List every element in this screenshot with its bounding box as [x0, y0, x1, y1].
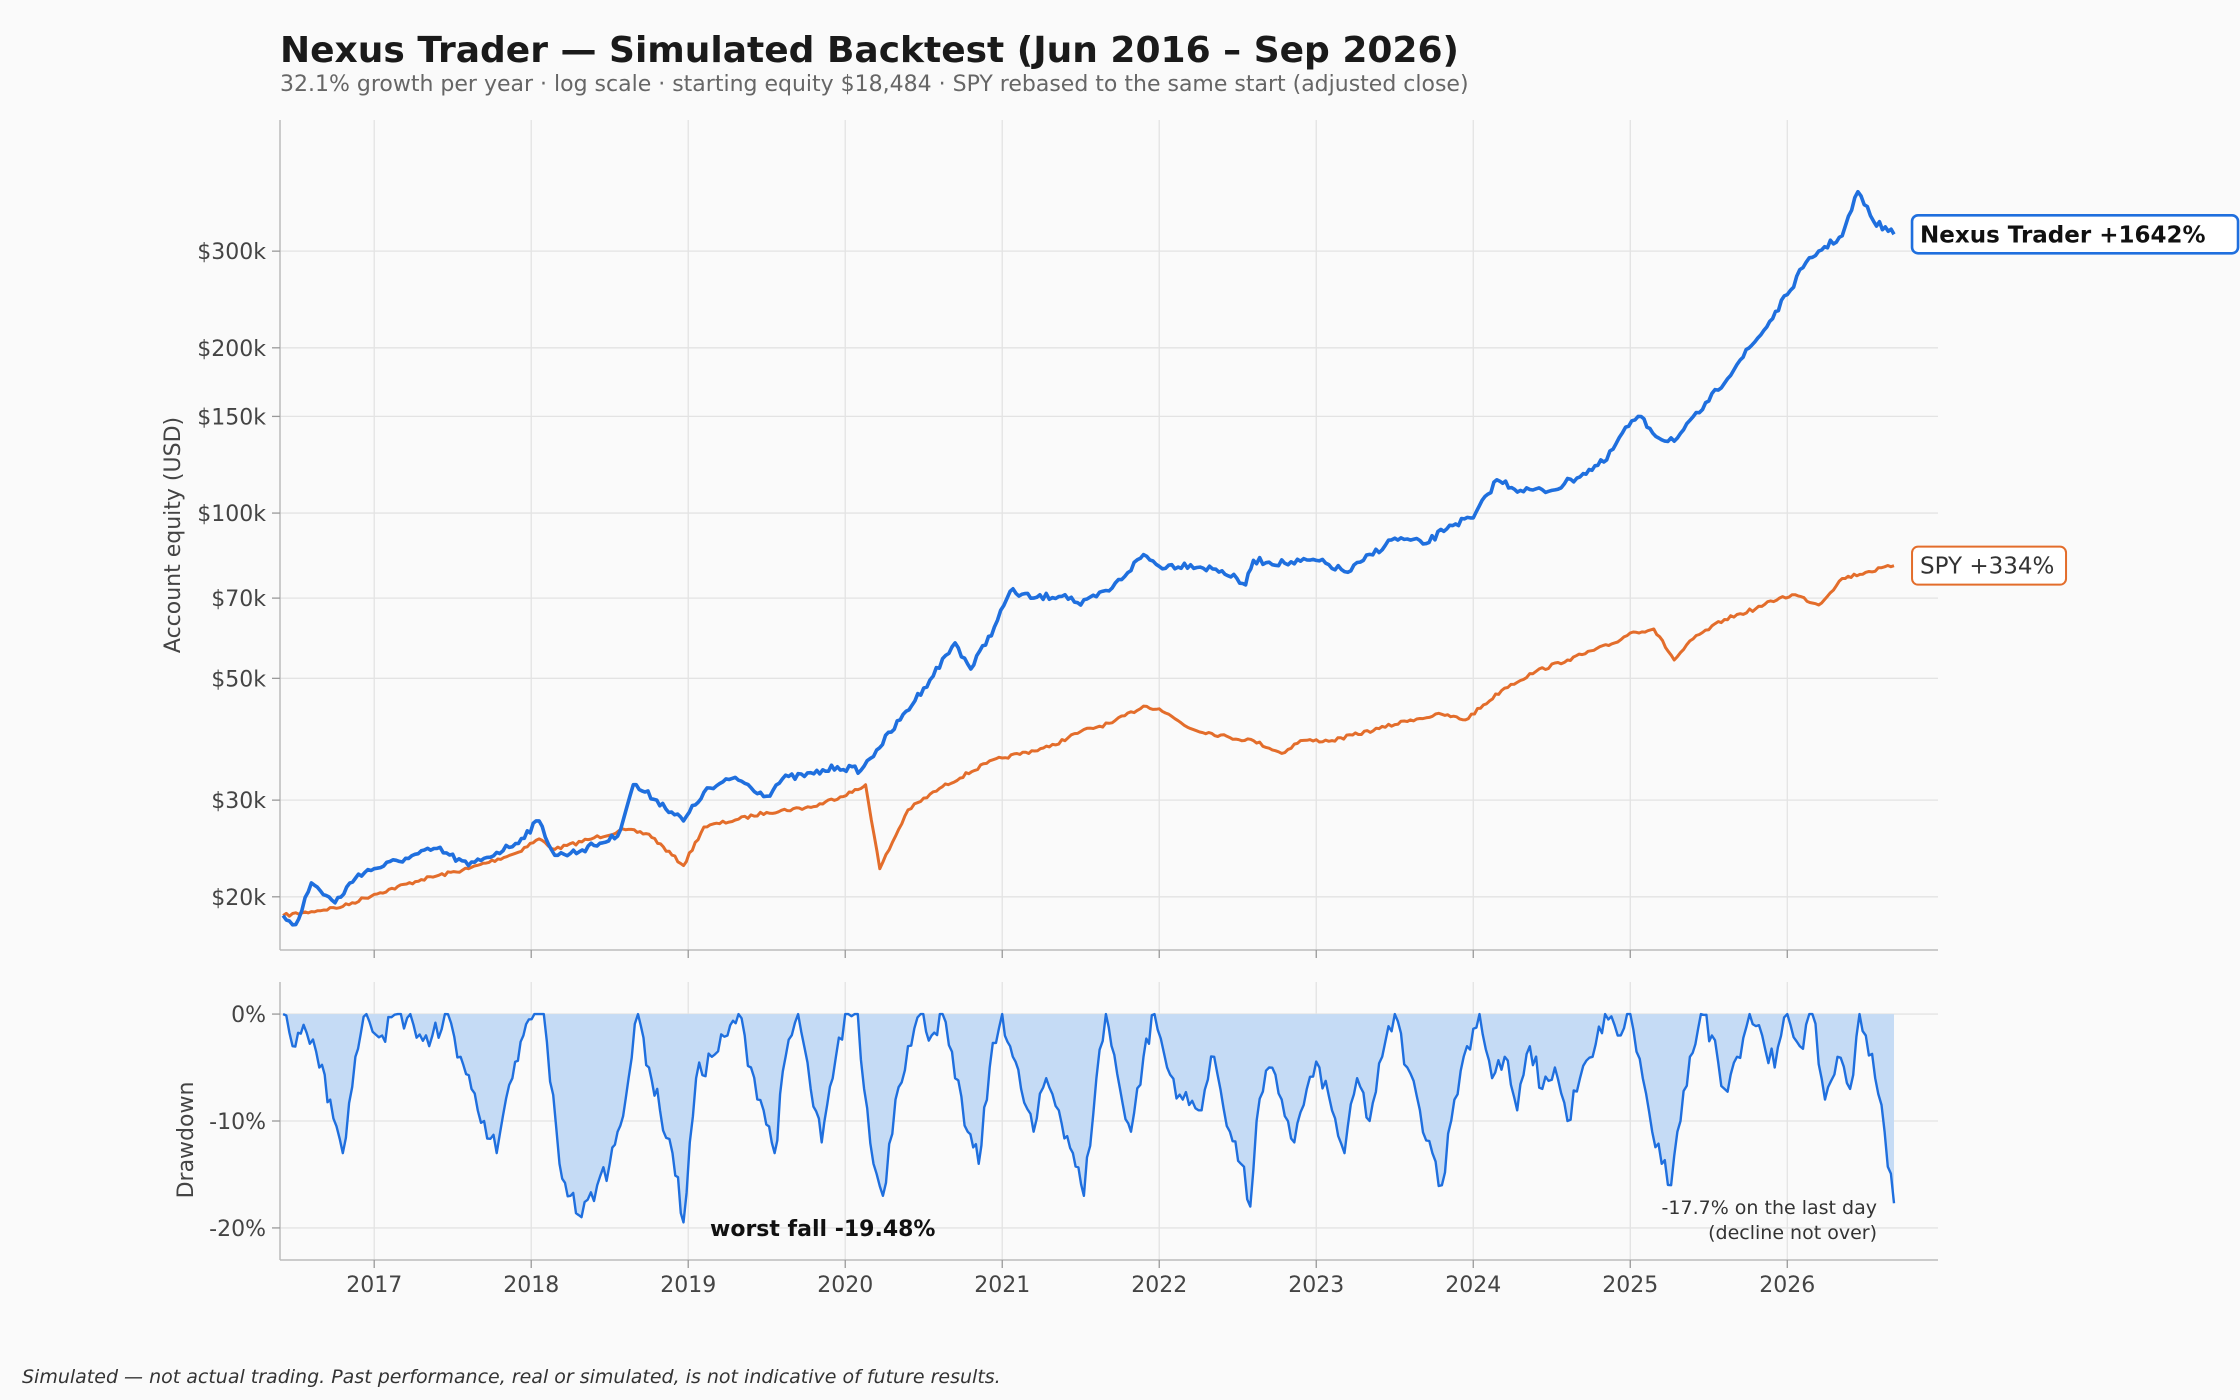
y-tick-label: $200k [197, 337, 266, 362]
nexus-trader-line [281, 189, 1896, 927]
y-tick-label: $150k [197, 405, 266, 430]
drawdown-area [283, 1014, 1895, 1223]
spy-end-label: SPY +334% [1920, 554, 2054, 580]
x-tick-label: 2018 [503, 1273, 559, 1298]
chart-subtitle: 32.1% growth per year · log scale · star… [280, 72, 1469, 97]
drawdown-line [282, 1012, 1896, 1224]
equity-y-ticks: $20k $30k $50k $70k $100k $150k $200k $300k [197, 240, 280, 911]
equity-series [281, 189, 1896, 927]
last-day-annotation-line2: (decline not over) [1708, 1222, 1877, 1244]
series-end-labels: Nexus Trader +1642% SPY +334% [1910, 213, 2240, 586]
y-tick-label: $20k [211, 886, 266, 911]
disclaimer-footer: Simulated — not actual trading. Past per… [22, 1366, 1001, 1388]
equity-y-axis-label: Account equity (USD) [161, 417, 186, 653]
y-tick-label: -10% [209, 1110, 266, 1135]
y-tick-label: $100k [197, 502, 266, 527]
y-tick-label: $50k [211, 667, 266, 692]
x-tick-label: 2025 [1602, 1273, 1658, 1298]
equity-x-tick-marks [373, 950, 1788, 958]
worst-fall-annotation: worst fall -19.48% [710, 1217, 935, 1242]
x-tick-label: 2019 [660, 1273, 716, 1298]
x-tick-label: 2021 [974, 1273, 1030, 1298]
x-tick-label: 2023 [1288, 1273, 1344, 1298]
drawdown-y-axis-label: Drawdown [174, 1082, 199, 1199]
end-label-box [1910, 213, 2240, 255]
drawdown-y-ticks: 0% -10% -20% [209, 1003, 280, 1242]
x-tick-label: 2022 [1131, 1273, 1187, 1298]
y-tick-label: $70k [211, 587, 266, 612]
end-label-box [1911, 545, 2068, 586]
chart-title: Nexus Trader — Simulated Backtest (Jun 2… [280, 30, 1459, 71]
nexus-trader-end-label: Nexus Trader +1642% [1920, 222, 2206, 248]
y-tick-label: -20% [209, 1217, 266, 1242]
y-tick-label: $300k [197, 240, 266, 265]
spy-line [282, 564, 1895, 918]
x-tick-label: 2020 [817, 1273, 873, 1298]
drawdown-series [282, 1012, 1896, 1224]
x-tick-label: 2026 [1759, 1273, 1815, 1298]
y-tick-label: $30k [211, 789, 266, 814]
x-tick-label: 2017 [346, 1273, 402, 1298]
x-tick-label: 2024 [1445, 1273, 1501, 1298]
drawdown-x-ticks: 2017 2018 2019 2020 2021 2022 2023 2024 2025 2026 [346, 1260, 1815, 1298]
equity-axes [279, 120, 1938, 951]
drawdown-gridlines [280, 982, 1938, 1260]
equity-gridlines [280, 120, 1938, 950]
last-day-annotation-line1: -17.7% on the last day [1662, 1197, 1877, 1219]
y-tick-label: 0% [231, 1003, 266, 1028]
